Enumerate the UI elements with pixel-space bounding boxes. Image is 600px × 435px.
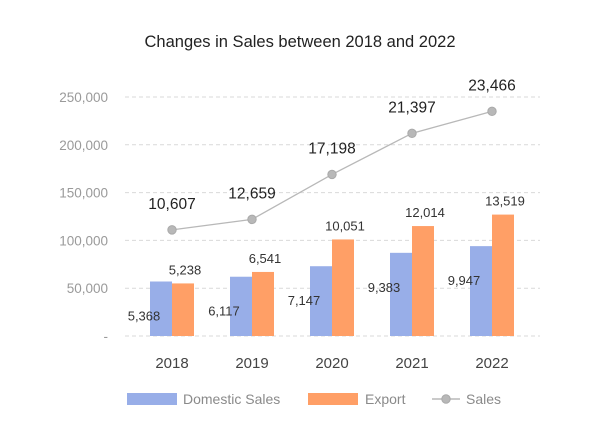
sales-label: 23,466: [468, 77, 515, 94]
legend-label-sales: Sales: [466, 391, 501, 407]
bar-export: [252, 271, 274, 336]
bar-label-export: 13,519: [485, 194, 525, 209]
bar-domestic-sales: [390, 252, 412, 336]
sales-label: 21,397: [388, 99, 435, 116]
x-tick-label: 2021: [395, 355, 428, 372]
chart-title: Changes in Sales between 2018 and 2022: [145, 33, 456, 51]
sales-point: [487, 106, 497, 117]
bar-domestic-sales: [470, 246, 492, 336]
bar-label-domestic-sales: 5,368: [128, 309, 161, 324]
bar-label-export: 12,014: [405, 205, 445, 220]
x-tick-label: 2019: [235, 355, 268, 372]
bar-export: [332, 239, 354, 336]
y-tick-label: 100,000: [59, 233, 108, 248]
y-axis-ticks: - 50,000 100,000 150,000 200,000 250,000: [59, 90, 108, 344]
legend-swatch-export: [308, 393, 358, 405]
y-tick-label: -: [104, 329, 109, 344]
x-tick-label: 2022: [475, 355, 508, 372]
y-tick-label: 250,000: [59, 90, 108, 105]
x-tick-label: 2018: [155, 355, 188, 372]
sales-label: 17,198: [308, 140, 355, 157]
sales-line: [167, 106, 497, 235]
bar-export: [412, 226, 434, 336]
sales-point: [407, 128, 417, 139]
bar-domestic-sales: [310, 266, 332, 336]
sales-point: [327, 169, 337, 180]
bar-label-export: 5,238: [169, 262, 202, 277]
legend-label-export: Export: [365, 391, 406, 407]
bar-label-domestic-sales: 9,947: [448, 273, 481, 288]
bar-label-export: 6,541: [249, 251, 282, 266]
bar-domestic-sales: [230, 276, 252, 336]
sales-label: 10,607: [148, 196, 195, 213]
bar-label-domestic-sales: 6,117: [208, 304, 240, 319]
bar-domestic-sales: [150, 281, 172, 336]
data-labels: 5,368 5,238 6,117 6,541 7,147 10,051 9,383 12,0…: [128, 77, 525, 323]
sales-point: [247, 214, 257, 225]
bar-label-export: 10,051: [325, 218, 365, 233]
legend: Domestic Sales Export Sales: [127, 391, 501, 407]
y-tick-label: 200,000: [59, 138, 108, 153]
legend-swatch-domestic-sales: [127, 393, 177, 405]
y-tick-label: 150,000: [59, 186, 108, 201]
y-tick-label: 50,000: [67, 281, 108, 296]
bar-export: [172, 283, 194, 336]
bar-export: [492, 214, 514, 336]
x-tick-label: 2020: [315, 355, 348, 372]
sales-point: [167, 225, 177, 235]
bars: [150, 214, 514, 336]
bar-label-domestic-sales: 7,147: [288, 293, 321, 308]
sales-label: 12,659: [228, 185, 275, 202]
bar-label-domestic-sales: 9,383: [368, 280, 401, 295]
legend-label-domestic-sales: Domestic Sales: [183, 391, 280, 407]
x-axis-ticks: 2018 2019 2020 2021 2022: [155, 355, 508, 372]
legend-swatch-sales-marker: [441, 394, 451, 404]
